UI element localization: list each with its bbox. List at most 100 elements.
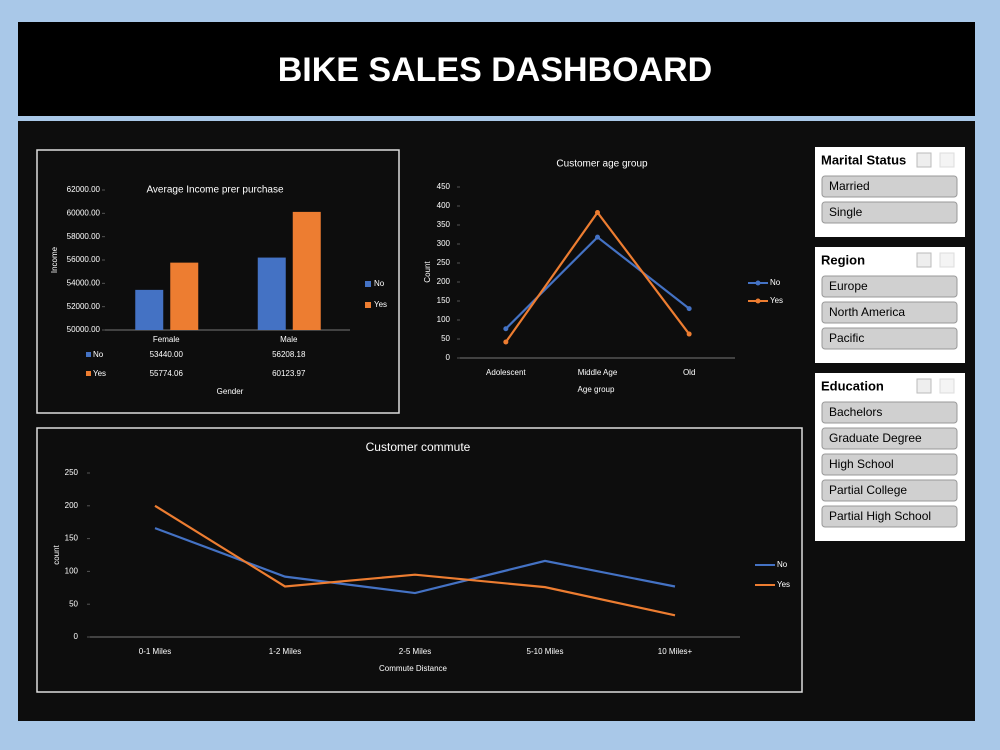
- y-tick-label: 300: [437, 239, 451, 248]
- slicer-item-label: Partial High School: [829, 509, 931, 523]
- x-axis-label: Gender: [217, 387, 244, 396]
- slicer-item-label: Pacific: [829, 331, 864, 345]
- slicer-item[interactable]: [821, 201, 958, 224]
- clear-filter-button[interactable]: [939, 252, 955, 268]
- slicer-item-label: Married: [829, 179, 870, 193]
- y-tick-label: 150: [437, 296, 451, 305]
- y-tick-label: 58000.00: [67, 232, 101, 241]
- data-table-value: 53440.00: [150, 350, 184, 359]
- legend-label: No: [93, 350, 104, 359]
- legend-key: [755, 280, 761, 286]
- slicer-item[interactable]: [821, 327, 958, 350]
- multi-select-button[interactable]: [916, 378, 932, 394]
- legend-label: No: [777, 560, 788, 569]
- x-tick-label: 5-10 Miles: [527, 647, 564, 656]
- x-tick-label: 0-1 Miles: [139, 647, 171, 656]
- x-axis-label: Age group: [578, 385, 615, 394]
- legend-key: [86, 371, 91, 376]
- data-table-value: 60123.97: [272, 369, 306, 378]
- legend-label: No: [374, 279, 385, 288]
- slicer-item[interactable]: [821, 505, 958, 528]
- slicer-item-label: High School: [829, 457, 894, 471]
- slicer-item-label: Bachelors: [829, 405, 882, 419]
- y-axis-label: Income: [50, 246, 59, 273]
- clear-filter-button[interactable]: [939, 152, 955, 168]
- y-tick-label: 100: [65, 567, 79, 576]
- dashboard-title: BIKE SALES DASHBOARD: [278, 51, 712, 89]
- slicer-item[interactable]: [821, 401, 958, 424]
- line-marker: [595, 234, 600, 240]
- y-tick-label: 200: [437, 277, 451, 286]
- legend-label: No: [770, 278, 781, 287]
- y-axis-label: Count: [423, 261, 432, 283]
- line-marker: [686, 331, 692, 337]
- x-tick-label: Male: [280, 335, 298, 344]
- y-tick-label: 0: [446, 353, 451, 362]
- legend-key: [755, 298, 761, 304]
- slicer-item-label: Europe: [829, 279, 868, 293]
- chart-frame: [36, 427, 803, 693]
- chart-title: Customer age group: [556, 159, 648, 170]
- y-tick-label: 200: [65, 501, 79, 510]
- line-series: [154, 504, 676, 617]
- y-tick-label: 250: [437, 258, 451, 267]
- y-tick-label: 250: [65, 468, 79, 477]
- y-tick-label: 54000.00: [67, 278, 101, 287]
- y-tick-label: 450: [437, 182, 451, 191]
- slicer-item-label: Graduate Degree: [829, 431, 922, 445]
- legend-label: Yes: [777, 580, 790, 589]
- x-axis-label: Commute Distance: [379, 664, 448, 673]
- x-tick-label: 10 Miles+: [658, 647, 693, 656]
- legend-key: [365, 302, 371, 308]
- legend-key: [86, 352, 91, 357]
- slicer-item[interactable]: [821, 479, 958, 502]
- multi-select-button[interactable]: [916, 152, 932, 168]
- slicer-item[interactable]: [821, 275, 958, 298]
- x-tick-label: Adolescent: [486, 368, 526, 377]
- slicer-item-label: Partial College: [829, 483, 907, 497]
- y-tick-label: 52000.00: [67, 302, 101, 311]
- y-tick-label: 56000.00: [67, 255, 101, 264]
- line-marker: [503, 339, 509, 345]
- slicer-item[interactable]: [821, 175, 958, 198]
- line-marker: [503, 326, 509, 332]
- y-axis-label: count: [52, 544, 61, 564]
- legend-label: Yes: [770, 296, 783, 305]
- slicer-title: Marital Status: [821, 152, 906, 167]
- slicer-item[interactable]: [821, 453, 958, 476]
- legend-label: Yes: [93, 369, 106, 378]
- y-tick-label: 0: [74, 632, 79, 641]
- bar: [292, 211, 321, 330]
- header-bar: [18, 22, 975, 116]
- y-tick-label: 50: [69, 599, 78, 608]
- slicer-title: Education: [821, 378, 884, 393]
- clear-filter-button[interactable]: [939, 378, 955, 394]
- slicer-item-label: North America: [829, 305, 905, 319]
- legend-label: Yes: [374, 300, 387, 309]
- line-marker: [595, 209, 600, 215]
- x-tick-label: Old: [683, 368, 695, 377]
- bar: [257, 257, 286, 330]
- multi-select-button[interactable]: [916, 252, 932, 268]
- line-marker: [686, 306, 692, 312]
- legend-key: [365, 281, 371, 287]
- x-tick-label: 1-2 Miles: [269, 647, 301, 656]
- data-table-value: 56208.18: [272, 350, 306, 359]
- y-tick-label: 62000.00: [67, 185, 101, 194]
- x-tick-label: Female: [153, 335, 180, 344]
- x-tick-label: Middle Age: [578, 368, 618, 377]
- bar: [170, 262, 199, 330]
- slicer-item[interactable]: [821, 427, 958, 450]
- slicer-item[interactable]: [821, 301, 958, 324]
- bar: [135, 289, 164, 330]
- slicer-item-label: Single: [829, 205, 863, 219]
- y-tick-label: 50: [441, 334, 450, 343]
- x-tick-label: 2-5 Miles: [399, 647, 431, 656]
- chart-title: Customer commute: [366, 440, 471, 454]
- y-tick-label: 400: [437, 201, 451, 210]
- y-tick-label: 350: [437, 220, 451, 229]
- y-tick-label: 150: [65, 534, 79, 543]
- chart-title: Average Income prer purchase: [146, 185, 284, 196]
- chart-frame: [36, 149, 400, 414]
